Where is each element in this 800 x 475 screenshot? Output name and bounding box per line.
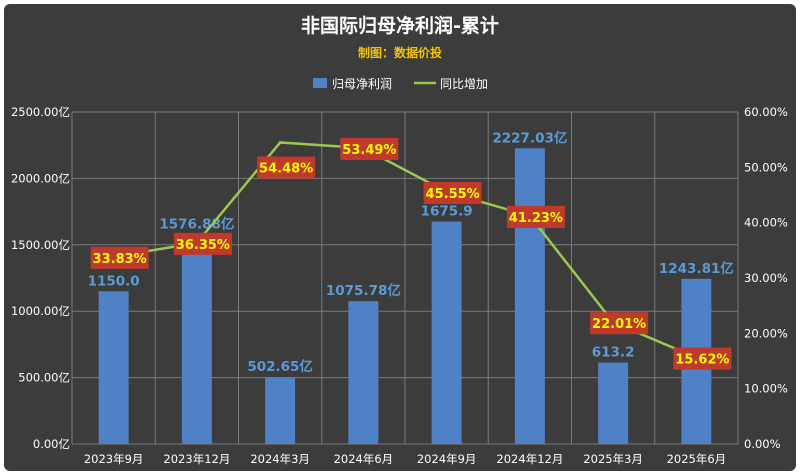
pct-label-box [590, 312, 649, 335]
bar-data-label: 1150.0 [88, 273, 140, 289]
right-tick-label: 50.00% [744, 160, 788, 174]
bar [98, 291, 129, 444]
chart-frame: 非国际归母净利润-累计 制图：数据价投 归母净利润 同比增加 0.00亿 500.… [4, 4, 796, 471]
bar [431, 221, 462, 444]
category-label: 2023年12月 [163, 452, 230, 466]
category-label: 2025年3月 [583, 452, 643, 466]
right-tick-label: 0.00% [744, 437, 781, 451]
bar [265, 377, 296, 444]
right-tick-label: 60.00% [744, 105, 788, 119]
left-axis-ticks: 0.00亿 500.00亿 1000.00亿 1500.00亿 2000.00亿 2500… [11, 105, 70, 451]
grid [71, 111, 739, 445]
bar-series [98, 148, 712, 444]
right-tick-label: 30.00% [744, 271, 788, 285]
chart: 非国际归母净利润-累计 制图：数据价投 归母净利润 同比增加 0.00亿 500.… [11, 14, 788, 466]
pct-label: 15.62% [675, 353, 729, 368]
legend-line-label: 同比增加 [440, 77, 488, 91]
pct-label: 54.48% [259, 162, 313, 177]
left-tick-label: 2000.00亿 [11, 171, 70, 185]
category-label: 2023年9月 [84, 452, 144, 466]
right-axis-ticks: 0.00% 10.00% 20.00% 30.00% 40.00% 50.00% 60.00… [744, 105, 788, 451]
left-tick-label: 2500.00亿 [11, 105, 70, 119]
bar [514, 148, 545, 444]
left-tick-label: 0.00亿 [33, 437, 70, 451]
pct-label-box [423, 181, 482, 204]
bar [598, 362, 629, 444]
legend-bar-swatch [313, 78, 327, 88]
right-tick-label: 40.00% [744, 216, 788, 230]
pct-label-box [257, 156, 316, 179]
pct-label: 22.01% [592, 317, 646, 332]
bar-data-label: 1243.81亿 [659, 260, 734, 277]
pct-label: 53.49% [342, 143, 396, 158]
bar-data-label: 502.65亿 [247, 358, 313, 375]
line-point [278, 141, 282, 145]
bar-data-label: 1075.78亿 [326, 282, 401, 299]
pct-label-box [673, 347, 732, 370]
bar-data-label: 1675.9 [421, 204, 473, 220]
right-tick-label: 20.00% [744, 326, 788, 340]
pct-label: 41.23% [509, 211, 563, 226]
category-label: 2024年6月 [334, 452, 394, 466]
bar-data-label: 613.2 [592, 345, 635, 361]
category-label: 2025年6月 [667, 452, 727, 466]
right-tick-label: 10.00% [744, 382, 788, 396]
left-tick-label: 1000.00亿 [11, 304, 70, 318]
pct-label: 36.35% [176, 238, 230, 253]
bar [181, 234, 212, 444]
category-label: 2024年12月 [496, 452, 563, 466]
bar-data-labels: 1150.0 1576.88亿 502.65亿 1075.78亿 1675.9 2227.… [88, 129, 734, 375]
bar-data-label: 2227.03亿 [492, 129, 567, 146]
legend-bar-label: 归母净利润 [332, 77, 392, 91]
bar-data-label: 1576.88亿 [159, 216, 234, 233]
chart-title: 非国际归母净利润-累计 [301, 14, 499, 37]
left-tick-label: 500.00亿 [18, 371, 70, 385]
pct-label-box [90, 246, 149, 269]
category-label: 2024年3月 [250, 452, 310, 466]
pct-label: 33.83% [93, 252, 147, 267]
pct-label: 45.55% [426, 187, 480, 202]
category-label: 2024年9月 [417, 452, 477, 466]
pct-label-box [506, 205, 565, 228]
bar [348, 301, 379, 444]
series-line [113, 141, 697, 359]
pct-label-box [340, 138, 399, 161]
line-data-labels: 33.83% 36.35% 54.48% 53.49% 45.55% 41.23% 22.0… [90, 138, 732, 370]
left-tick-label: 1500.00亿 [11, 238, 70, 252]
legend: 归母净利润 同比增加 [313, 77, 488, 91]
chart-subtitle: 制图：数据价投 [358, 45, 442, 60]
category-axis-labels: 2023年9月 2023年12月 2024年3月 2024年6月 2024年9月 2024… [84, 452, 726, 466]
pct-label-box [173, 232, 232, 255]
